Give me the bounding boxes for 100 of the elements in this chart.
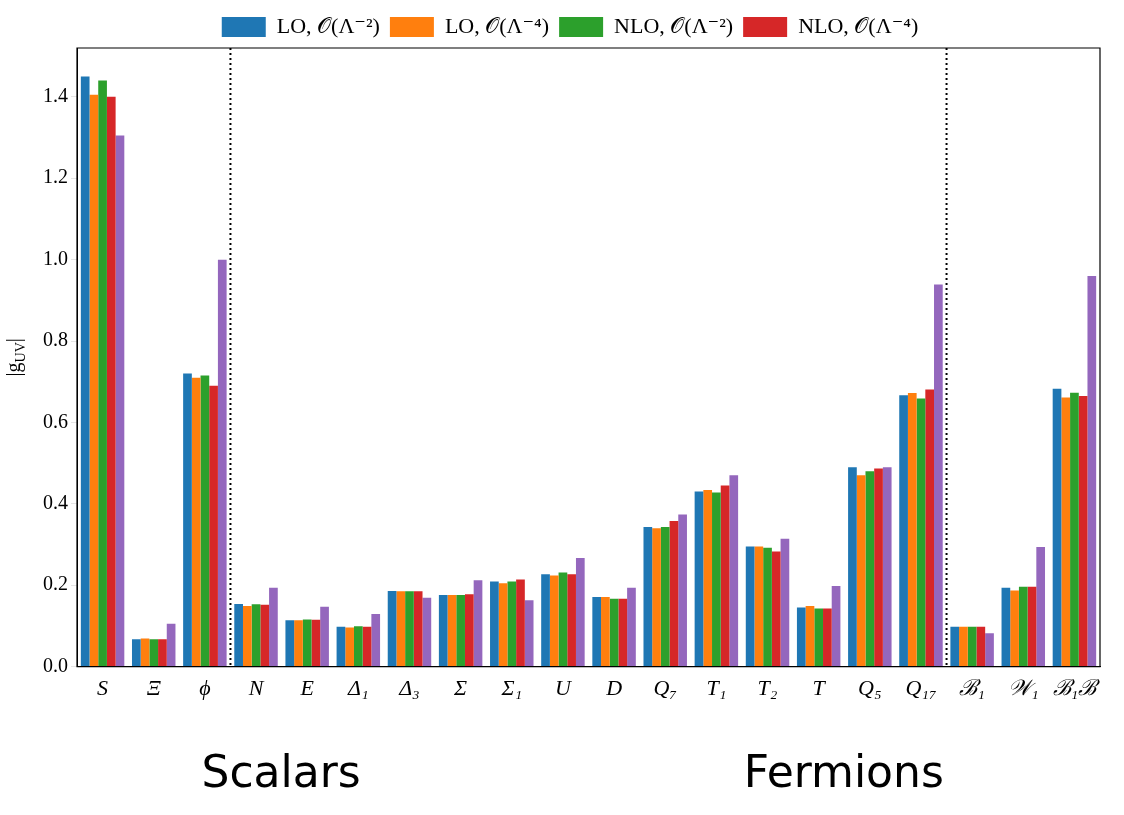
x-tick-label: ℬ₁ [959,674,985,700]
legend-label: LO, 𝒪(Λ⁻⁴) [444,12,550,38]
bar [242,605,252,667]
bar [950,626,960,667]
bar [345,627,354,667]
bar [771,551,781,667]
bar [558,572,568,667]
bar [703,489,713,667]
x-tick-label: T [812,674,827,700]
x-tick-label: Σ [453,674,468,700]
legend-label: NLO, 𝒪(Λ⁻⁴) [798,12,919,38]
bar [754,546,764,667]
bar [413,591,423,667]
bar [158,639,167,667]
y-tick-label: 0.0 [43,653,68,676]
y-tick-label: 1.2 [43,165,68,188]
bar [473,580,483,667]
bar [831,586,841,667]
bar [1087,275,1097,667]
bar [814,608,824,667]
bar [371,614,381,667]
bar [985,633,994,667]
bar [498,583,508,667]
bar [934,284,943,667]
bar [1036,546,1046,667]
bar [549,575,559,667]
bar [336,626,346,667]
x-tick-label: D [605,674,623,700]
bar [80,76,90,667]
bar [362,626,372,667]
bar [643,527,653,667]
bar [200,375,210,667]
bar [712,492,721,667]
bar [516,579,525,667]
bar [720,485,730,667]
bar [729,475,739,667]
bar [524,600,534,667]
bar [464,594,474,667]
bar [456,594,465,667]
bar [396,591,406,667]
bar [575,557,585,667]
bar [166,623,176,667]
bar [507,581,517,667]
bar [660,527,670,667]
bar [490,581,499,667]
bar [601,597,610,667]
bar [678,514,687,667]
x-tick-label: T₁ [706,674,727,700]
bar [217,259,227,667]
bar [805,605,815,667]
bar [140,638,150,667]
bar [422,597,432,667]
bar [618,598,628,667]
bar [856,475,866,667]
y-axis-title: |gUV| [2,338,28,377]
bar [294,620,303,667]
y-tick-label: 0.4 [43,491,68,514]
bar [1070,392,1079,667]
x-tick-label: ℬ₁ℬ [1052,674,1101,700]
x-tick-label: U [554,674,573,700]
bar [865,471,875,667]
bar [438,594,448,667]
bar [567,574,576,667]
x-tick-label: Δ₃ [398,674,420,700]
bar [1078,395,1088,667]
bar [541,574,550,667]
bar [269,587,278,667]
bar [796,607,806,667]
x-tick-label: Δ₁ [347,674,369,700]
x-tick-label: E [299,674,315,700]
bar [763,547,772,667]
x-tick-label: Σ₁ [500,674,523,700]
bar [874,468,883,667]
x-tick-label: Q₇ [653,674,677,700]
bar [916,398,926,667]
bar [976,626,986,667]
bar [447,594,457,667]
bar [907,393,917,667]
bar [745,546,755,667]
x-tick-label: Q₅ [858,674,882,700]
bar [191,377,201,667]
bar [1027,586,1037,667]
bar [967,626,977,667]
bar [285,620,295,667]
bar [899,395,908,667]
legend-label: LO, 𝒪(Λ⁻²) [276,12,380,38]
bar [234,603,243,667]
bar [405,591,414,667]
y-tick-label: 0.2 [43,572,68,595]
bar [149,639,159,667]
text: Fermions [743,745,944,797]
bar [353,626,363,667]
x-tick-label: T₂ [757,674,778,700]
bar [882,467,892,667]
y-tick-label: 0.8 [43,328,68,351]
bar [1010,590,1019,667]
bar [1061,397,1071,667]
bar [311,619,321,667]
bar [848,467,857,667]
x-tick-label: 𝒲₁ [1007,674,1039,700]
